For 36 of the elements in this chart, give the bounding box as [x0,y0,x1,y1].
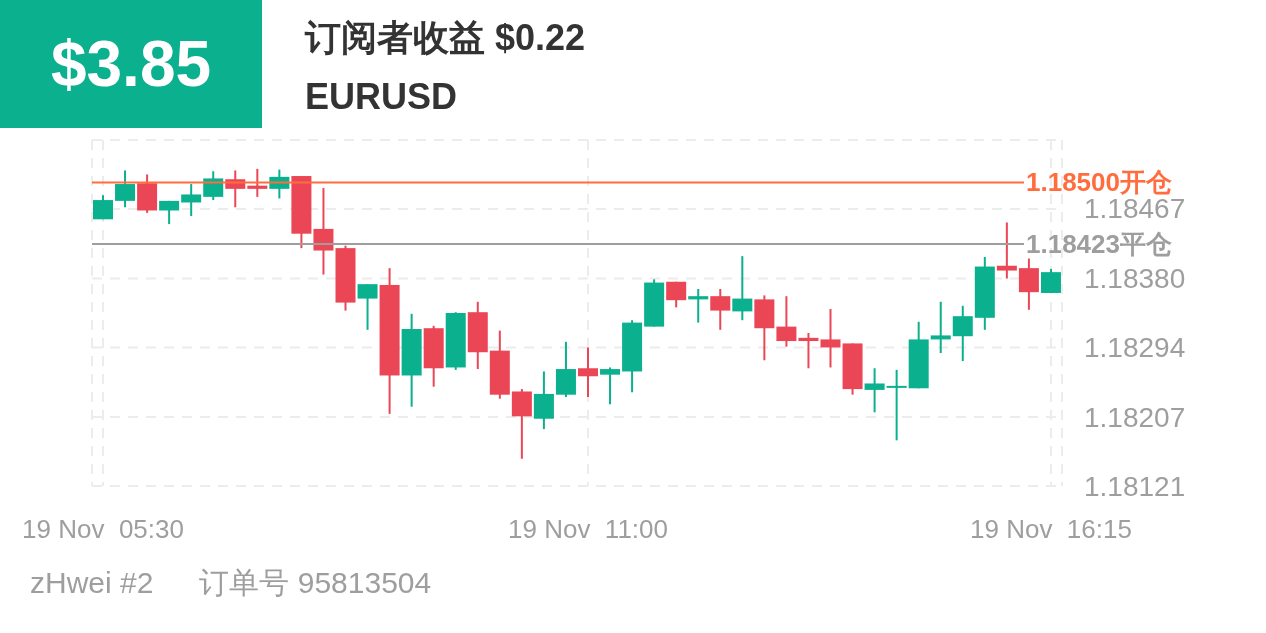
candlestick [1040,267,1061,294]
ref-line-label: 1.18500开仓 [1026,167,1172,198]
candlestick [313,187,334,276]
candlestick [600,366,621,406]
candlestick [357,283,378,331]
y-tick-label: 1.18380 [1084,263,1186,295]
candlestick [732,255,753,322]
candlestick [181,183,202,218]
y-tick-label: 1.18121 [1084,470,1186,502]
candlestick [688,287,709,324]
candlestick [203,170,224,202]
text: 订单号 95813504 [199,566,432,599]
y-tick-label: 1.18294 [1084,331,1186,363]
candlestick [996,221,1017,280]
candlestick [820,308,841,369]
candlestick [666,280,687,309]
ref-line-label: 1.18423平仓 [1026,229,1172,260]
candlestick [798,332,819,370]
text: zHwei #2 [30,566,154,599]
candlestick [952,304,973,363]
candlestick [710,287,731,331]
x-tick-label: 19 Nov 05:30 [22,514,184,544]
chart-title: 订阅者收益 $0.22 [305,16,586,60]
candlestick [93,194,113,221]
candlestick [930,300,951,355]
candlestick [776,295,797,348]
y-tick-label: 1.18207 [1084,401,1186,433]
candlestick [247,167,268,198]
candlestick [864,367,885,414]
text: $3.85 [0,0,262,128]
candlestick [578,346,598,399]
x-tick-label: 19 Nov 11:00 [508,514,669,544]
chart-subtitle: EURUSD [305,76,458,118]
candlestick [886,368,907,442]
x-tick-label: 19 Nov 16:15 [970,514,1132,544]
candlestick [115,169,136,209]
